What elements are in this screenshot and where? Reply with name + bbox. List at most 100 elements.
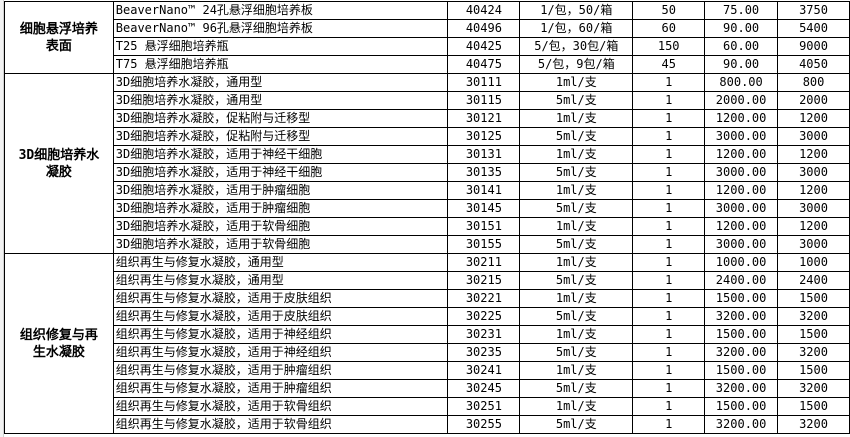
- spec-cell[interactable]: 5/包，9包/箱: [519, 55, 634, 74]
- product-name-cell[interactable]: 3D细胞培养水凝胶，促粘附与迁移型: [112, 109, 449, 128]
- quantity-cell[interactable]: 1: [632, 217, 706, 236]
- unit-price-cell[interactable]: 90.00: [704, 55, 779, 74]
- total-cell[interactable]: 800: [777, 73, 850, 92]
- product-code-cell[interactable]: 30115: [447, 91, 521, 110]
- quantity-cell[interactable]: 1: [632, 289, 706, 308]
- product-code-cell[interactable]: 30231: [447, 325, 521, 344]
- product-code-cell[interactable]: 30135: [447, 163, 521, 182]
- unit-price-cell[interactable]: 3200.00: [704, 307, 779, 326]
- product-name-cell[interactable]: 组织再生与修复水凝胶，适用于肿瘤组织: [112, 361, 449, 380]
- spec-cell[interactable]: 5ml/支: [519, 415, 634, 434]
- total-cell[interactable]: 5400: [777, 19, 850, 38]
- unit-price-cell[interactable]: 75.00: [704, 1, 779, 20]
- product-code-cell[interactable]: 30141: [447, 181, 521, 200]
- spec-cell[interactable]: 1ml/支: [519, 109, 634, 128]
- total-cell[interactable]: 1500: [777, 397, 850, 416]
- product-name-cell[interactable]: 3D细胞培养水凝胶，通用型: [112, 73, 449, 92]
- total-cell[interactable]: 3000: [777, 235, 850, 254]
- quantity-cell[interactable]: 1: [632, 415, 706, 434]
- total-cell[interactable]: 2000: [777, 91, 850, 110]
- category-cell[interactable]: 细胞悬浮培养表面: [4, 1, 114, 74]
- product-code-cell[interactable]: 30125: [447, 127, 521, 146]
- total-cell[interactable]: 4050: [777, 55, 850, 74]
- total-cell[interactable]: 3000: [777, 127, 850, 146]
- spec-cell[interactable]: 5ml/支: [519, 127, 634, 146]
- total-cell[interactable]: 1200: [777, 145, 850, 164]
- unit-price-cell[interactable]: 3000.00: [704, 127, 779, 146]
- product-name-cell[interactable]: 3D细胞培养水凝胶，促粘附与迁移型: [112, 127, 449, 146]
- total-cell[interactable]: 2400: [777, 271, 850, 290]
- unit-price-cell[interactable]: 3200.00: [704, 415, 779, 434]
- unit-price-cell[interactable]: 1000.00: [704, 253, 779, 272]
- total-cell[interactable]: 1500: [777, 289, 850, 308]
- quantity-cell[interactable]: 50: [632, 1, 706, 20]
- spec-cell[interactable]: 1ml/支: [519, 145, 634, 164]
- quantity-cell[interactable]: 1: [632, 163, 706, 182]
- unit-price-cell[interactable]: 3000.00: [704, 235, 779, 254]
- product-name-cell[interactable]: 组织再生与修复水凝胶，适用于皮肤组织: [112, 289, 449, 308]
- product-name-cell[interactable]: 3D细胞培养水凝胶，适用于肿瘤细胞: [112, 199, 449, 218]
- product-code-cell[interactable]: 30241: [447, 361, 521, 380]
- product-code-cell[interactable]: 30121: [447, 109, 521, 128]
- unit-price-cell[interactable]: 1500.00: [704, 325, 779, 344]
- product-name-cell[interactable]: 3D细胞培养水凝胶，通用型: [112, 91, 449, 110]
- product-code-cell[interactable]: 40424: [447, 1, 521, 20]
- spec-cell[interactable]: 1/包，50/箱: [519, 1, 634, 20]
- unit-price-cell[interactable]: 1200.00: [704, 145, 779, 164]
- spec-cell[interactable]: 1ml/支: [519, 325, 634, 344]
- spec-cell[interactable]: 5ml/支: [519, 343, 634, 362]
- product-name-cell[interactable]: T75 悬浮细胞培养瓶: [112, 55, 449, 74]
- quantity-cell[interactable]: 1: [632, 199, 706, 218]
- quantity-cell[interactable]: 1: [632, 181, 706, 200]
- total-cell[interactable]: 3000: [777, 199, 850, 218]
- total-cell[interactable]: 1200: [777, 181, 850, 200]
- quantity-cell[interactable]: 1: [632, 91, 706, 110]
- quantity-cell[interactable]: 1: [632, 73, 706, 92]
- product-name-cell[interactable]: 组织再生与修复水凝胶，适用于软骨组织: [112, 415, 449, 434]
- product-name-cell[interactable]: 3D细胞培养水凝胶，适用于软骨细胞: [112, 217, 449, 236]
- quantity-cell[interactable]: 1: [632, 127, 706, 146]
- unit-price-cell[interactable]: 3200.00: [704, 343, 779, 362]
- quantity-cell[interactable]: 1: [632, 307, 706, 326]
- product-name-cell[interactable]: 组织再生与修复水凝胶，适用于软骨组织: [112, 397, 449, 416]
- total-cell[interactable]: 1200: [777, 109, 850, 128]
- quantity-cell[interactable]: 1: [632, 145, 706, 164]
- total-cell[interactable]: 1000: [777, 253, 850, 272]
- product-name-cell[interactable]: 3D细胞培养水凝胶，适用于神经干细胞: [112, 145, 449, 164]
- quantity-cell[interactable]: 1: [632, 235, 706, 254]
- quantity-cell[interactable]: 1: [632, 253, 706, 272]
- spec-cell[interactable]: 1ml/支: [519, 397, 634, 416]
- product-code-cell[interactable]: 30215: [447, 271, 521, 290]
- spec-cell[interactable]: 5/包，30包/箱: [519, 37, 634, 56]
- product-code-cell[interactable]: 30221: [447, 289, 521, 308]
- total-cell[interactable]: 3200: [777, 307, 850, 326]
- unit-price-cell[interactable]: 1200.00: [704, 217, 779, 236]
- product-name-cell[interactable]: 组织再生与修复水凝胶，适用于神经组织: [112, 325, 449, 344]
- unit-price-cell[interactable]: 2000.00: [704, 91, 779, 110]
- category-cell[interactable]: 组织修复与再生水凝胶: [4, 253, 114, 434]
- unit-price-cell[interactable]: 60.00: [704, 37, 779, 56]
- product-name-cell[interactable]: BeaverNano™ 24孔悬浮细胞培养板: [112, 1, 449, 20]
- product-name-cell[interactable]: 组织再生与修复水凝胶，通用型: [112, 271, 449, 290]
- quantity-cell[interactable]: 1: [632, 271, 706, 290]
- spec-cell[interactable]: 5ml/支: [519, 307, 634, 326]
- unit-price-cell[interactable]: 1500.00: [704, 397, 779, 416]
- unit-price-cell[interactable]: 3000.00: [704, 163, 779, 182]
- product-code-cell[interactable]: 30255: [447, 415, 521, 434]
- product-name-cell[interactable]: T25 悬浮细胞培养瓶: [112, 37, 449, 56]
- total-cell[interactable]: 1500: [777, 325, 850, 344]
- unit-price-cell[interactable]: 3000.00: [704, 199, 779, 218]
- product-code-cell[interactable]: 30245: [447, 379, 521, 398]
- unit-price-cell[interactable]: 90.00: [704, 19, 779, 38]
- product-code-cell[interactable]: 40475: [447, 55, 521, 74]
- total-cell[interactable]: 1500: [777, 361, 850, 380]
- quantity-cell[interactable]: 1: [632, 361, 706, 380]
- quantity-cell[interactable]: 1: [632, 325, 706, 344]
- product-name-cell[interactable]: 3D细胞培养水凝胶，适用于神经干细胞: [112, 163, 449, 182]
- product-code-cell[interactable]: 30151: [447, 217, 521, 236]
- spec-cell[interactable]: 5ml/支: [519, 163, 634, 182]
- total-cell[interactable]: 3750: [777, 1, 850, 20]
- product-name-cell[interactable]: 组织再生与修复水凝胶，适用于肿瘤组织: [112, 379, 449, 398]
- unit-price-cell[interactable]: 1500.00: [704, 289, 779, 308]
- quantity-cell[interactable]: 45: [632, 55, 706, 74]
